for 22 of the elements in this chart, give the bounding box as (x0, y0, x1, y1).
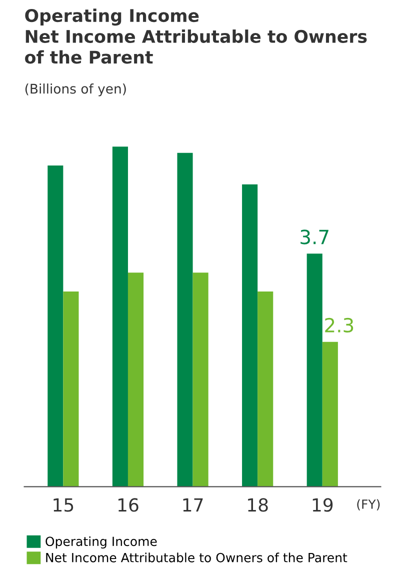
bar (112, 146, 128, 487)
data-label: 3.7 (300, 230, 328, 244)
x-tick-label: 17 (183, 498, 203, 512)
bar (242, 184, 258, 487)
bar (258, 291, 274, 487)
bar (177, 152, 193, 487)
chart-title: Operating Income Net Income Attributable to Owners of the Parent (25, 8, 367, 64)
bar (192, 272, 208, 487)
legend-label: Net Income Attributable to Owners of the Parent (46, 552, 348, 562)
x-tick-label: 18 (248, 498, 268, 512)
data-label: 2.3 (325, 318, 354, 333)
bar (63, 291, 79, 487)
bar (322, 342, 338, 487)
x-tick-label: 19 (312, 498, 333, 512)
x-axis-title: (FY) (357, 499, 380, 510)
x-tick-label: 15 (54, 498, 74, 512)
bar (128, 272, 144, 487)
x-tick-label: 16 (118, 498, 138, 512)
legend-label: Operating Income (46, 536, 157, 549)
chart-subtitle: (Billions of yen) (25, 84, 126, 96)
bar (48, 166, 64, 487)
bar (306, 254, 322, 487)
